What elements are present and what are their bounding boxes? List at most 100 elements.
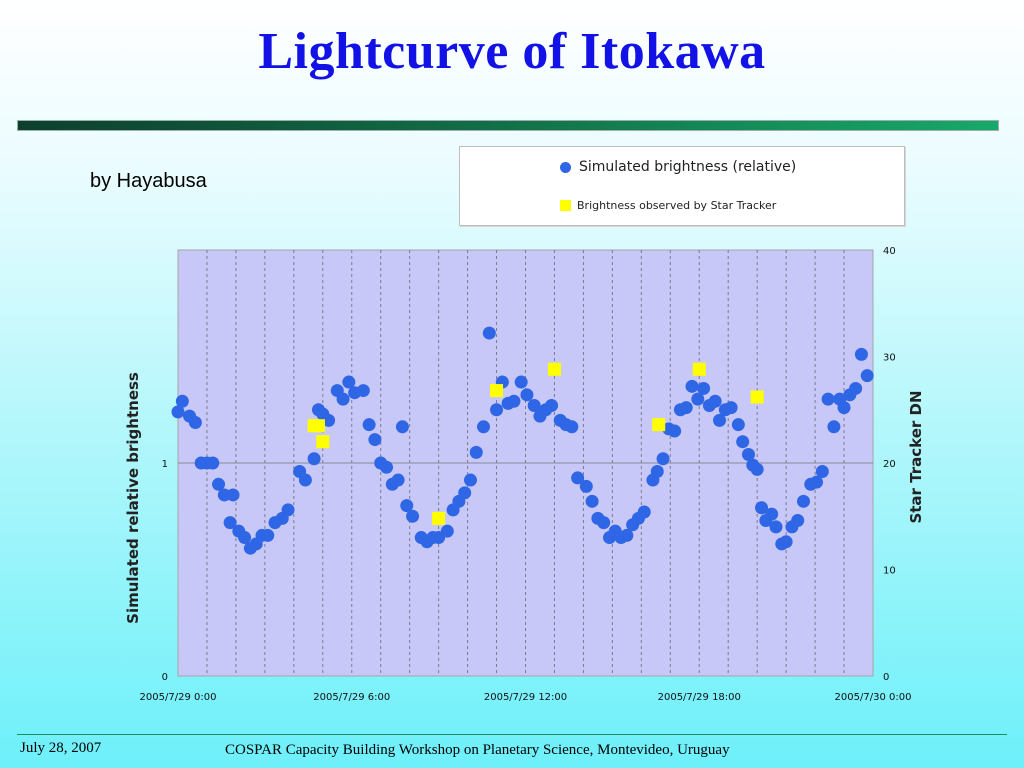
simulated-point: [821, 392, 835, 406]
observed-point: [490, 384, 504, 398]
simulated-point: [458, 486, 472, 500]
square-marker-icon: [560, 200, 571, 211]
simulated-point: [849, 381, 863, 395]
simulated-point: [175, 394, 189, 408]
simulated-point: [391, 473, 405, 487]
simulated-point: [765, 507, 779, 521]
subtitle: by Hayabusa: [90, 170, 207, 192]
simulated-point: [507, 394, 521, 408]
simulated-point: [545, 398, 559, 412]
observed-point: [547, 362, 561, 376]
simulated-point: [490, 403, 504, 417]
simulated-point: [685, 379, 699, 393]
simulated-point: [565, 420, 579, 434]
simulated-point: [810, 475, 824, 489]
simulated-point: [656, 452, 670, 466]
simulated-point: [514, 375, 528, 389]
simulated-point: [477, 420, 491, 434]
observed-point: [692, 362, 706, 376]
x-tick-label: 2005/7/30 0:00: [835, 692, 912, 703]
simulated-point: [400, 499, 414, 513]
simulated-point: [860, 369, 874, 383]
simulated-point: [579, 479, 593, 493]
right-tick-label: 40: [883, 246, 896, 257]
simulated-point: [527, 398, 541, 412]
title-divider-bar: [17, 120, 999, 131]
simulated-point: [597, 516, 611, 530]
simulated-point: [750, 462, 764, 476]
simulated-point: [779, 535, 793, 549]
slide-title: Lightcurve of Itokawa: [258, 23, 766, 80]
simulated-point: [837, 401, 851, 415]
footer-date: July 28, 2007: [20, 740, 102, 756]
chart-legend: Simulated brightness (relative) Brightne…: [459, 146, 905, 226]
right-tick-label: 30: [883, 353, 896, 364]
simulated-point: [261, 528, 275, 542]
simulated-point: [226, 488, 240, 502]
simulated-point: [791, 514, 805, 528]
simulated-point: [650, 465, 664, 479]
circle-marker-icon: [560, 161, 571, 173]
simulated-point: [212, 477, 226, 491]
x-tick-label: 2005/7/29 18:00: [658, 692, 741, 703]
simulated-point: [206, 456, 220, 470]
simulated-point: [854, 347, 868, 361]
simulated-point: [281, 503, 295, 517]
simulated-point: [406, 509, 420, 523]
simulated-point: [238, 531, 252, 545]
footer-divider: [17, 734, 1007, 735]
simulated-point: [637, 505, 651, 519]
right-tick-label: 10: [883, 566, 896, 577]
left-axis-title: Simulated relative brightness: [124, 372, 142, 624]
simulated-point: [741, 447, 755, 461]
simulated-point: [336, 392, 350, 406]
simulated-point: [188, 416, 202, 430]
simulated-point: [815, 465, 829, 479]
simulated-point: [585, 494, 599, 508]
left-tick-label: 1: [162, 459, 168, 470]
simulated-point: [697, 381, 711, 395]
simulated-point: [171, 405, 185, 419]
simulated-point: [827, 420, 841, 434]
simulated-point: [797, 494, 810, 508]
simulated-point: [298, 473, 312, 487]
observed-point: [311, 419, 325, 433]
legend-item-simulated: Simulated brightness (relative): [560, 159, 796, 175]
simulated-point: [708, 394, 722, 408]
x-tick-label: 2005/7/29 6:00: [313, 692, 390, 703]
simulated-point: [731, 418, 745, 432]
simulated-point: [620, 528, 634, 542]
legend-label-observed: Brightness observed by Star Tracker: [577, 199, 777, 212]
observed-point: [750, 390, 764, 404]
simulated-point: [307, 452, 321, 466]
simulated-point: [362, 418, 376, 432]
left-tick-label: 0: [162, 672, 168, 683]
simulated-point: [356, 384, 370, 398]
simulated-point: [463, 473, 477, 487]
simulated-point: [322, 413, 336, 427]
simulated-point: [713, 413, 727, 427]
x-tick-label: 2005/7/29 12:00: [484, 692, 567, 703]
x-tick-label: 2005/7/29 0:00: [140, 692, 217, 703]
right-axis-title: Star Tracker DN: [907, 390, 925, 523]
simulated-point: [342, 375, 356, 389]
simulated-point: [769, 520, 783, 534]
legend-item-observed: Brightness observed by Star Tracker: [560, 199, 776, 212]
simulated-point: [679, 401, 693, 415]
observed-point: [652, 418, 666, 432]
simulated-point: [691, 392, 705, 406]
simulated-point: [736, 435, 750, 449]
observed-point: [316, 435, 330, 449]
right-tick-label: 0: [883, 672, 889, 683]
simulated-point: [668, 424, 682, 438]
legend-label-simulated: Simulated brightness (relative): [579, 159, 797, 175]
simulated-point: [380, 460, 393, 474]
footer-text: COSPAR Capacity Building Workshop on Pla…: [225, 742, 730, 758]
simulated-point: [223, 516, 237, 530]
simulated-point: [755, 501, 769, 515]
simulated-point: [724, 401, 738, 415]
simulated-point: [440, 524, 454, 538]
observed-point: [432, 511, 446, 525]
simulated-point: [571, 471, 585, 485]
